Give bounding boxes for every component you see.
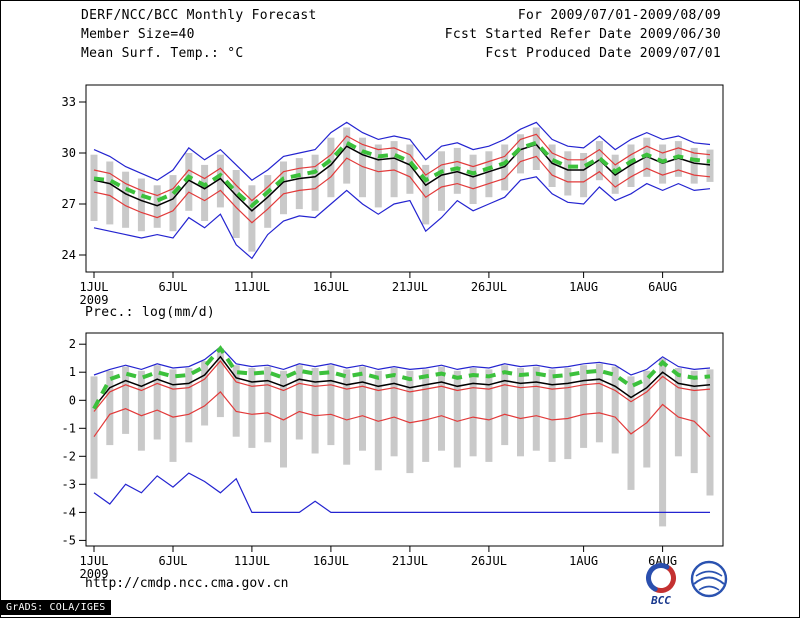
y-tick-label: -1 (62, 421, 76, 435)
bcc-logo-caption: BCC (651, 594, 671, 607)
series-ensemble-min (93, 176, 711, 260)
y-tick-label: -5 (62, 533, 76, 547)
x-tick-label: 21JUL (392, 554, 428, 568)
series-ensemble-mean (93, 355, 711, 408)
series-spread-lower (93, 391, 711, 438)
precipitation-chart-title: Prec.: log(mm/d) (85, 305, 216, 320)
series-reference-dashed (92, 345, 711, 410)
series-ensemble-mean (93, 143, 711, 212)
forecast-period-label: For 2009/07/01-2009/08/09 (517, 8, 721, 23)
y-tick-label: 0 (69, 393, 76, 407)
x-tick-label: 26JUL (471, 554, 507, 568)
x-tick-label: 21JUL (392, 280, 428, 294)
series-ensemble-max (93, 121, 711, 181)
member-size-label: Member Size=40 (81, 27, 195, 42)
ncc-logo-icon (690, 560, 728, 598)
y-tick-label: 27 (62, 197, 76, 211)
y-tick-label: 30 (62, 146, 76, 160)
y-tick-label: -3 (62, 477, 76, 491)
produced-date-label: Fcst Produced Date 2009/07/01 (485, 46, 721, 61)
x-tick-label: 1AUG (569, 554, 598, 568)
x-year-label: 2009 (80, 567, 109, 581)
series-reference-dashed (93, 140, 711, 209)
series-spread-upper (93, 360, 711, 412)
series-ensemble-min (93, 472, 710, 513)
y-tick-label: 33 (62, 95, 76, 109)
x-tick-label: 1JUL (80, 280, 109, 294)
bcc-logo-icon (646, 563, 676, 593)
x-tick-label: 16JUL (313, 554, 349, 568)
series-ensemble-max (93, 346, 711, 376)
x-tick-label: 16JUL (313, 280, 349, 294)
series-spread-upper (93, 133, 711, 202)
y-tick-label: 1 (69, 365, 76, 379)
x-tick-label: 6AUG (648, 280, 677, 294)
x-tick-label: 1JUL (80, 554, 109, 568)
temperature-chart-title: Mean Surf. Temp.: °C (81, 46, 244, 61)
x-tick-label: 11JUL (234, 280, 270, 294)
x-tick-label: 26JUL (471, 280, 507, 294)
y-tick-label: 2 (69, 337, 76, 351)
precipitation-ensemble-bars (90, 348, 714, 527)
y-tick-label: -4 (62, 505, 76, 519)
series-spread-lower (93, 155, 711, 224)
y-tick-label: -2 (62, 449, 76, 463)
x-tick-label: 6JUL (159, 554, 188, 568)
y-tick-label: 24 (62, 248, 76, 262)
surface-temperature-chart: 24 27 30 33 1JUL 6JUL 11JUL 16JUL 21JUL 26JUL 1AUG… (62, 84, 724, 307)
x-tick-label: 1AUG (569, 280, 598, 294)
grads-credit-strip: GrADS: COLA/IGES (1, 600, 111, 615)
plot-title: DERF/NCC/BCC Monthly Forecast (81, 8, 317, 23)
x-tick-label: 11JUL (234, 554, 270, 568)
x-tick-label: 6JUL (159, 280, 188, 294)
website-url: http://cmdp.ncc.cma.gov.cn (85, 576, 289, 591)
x-year-label: 2009 (80, 293, 109, 307)
refer-date-label: Fcst Started Refer Date 2009/06/30 (444, 27, 721, 42)
